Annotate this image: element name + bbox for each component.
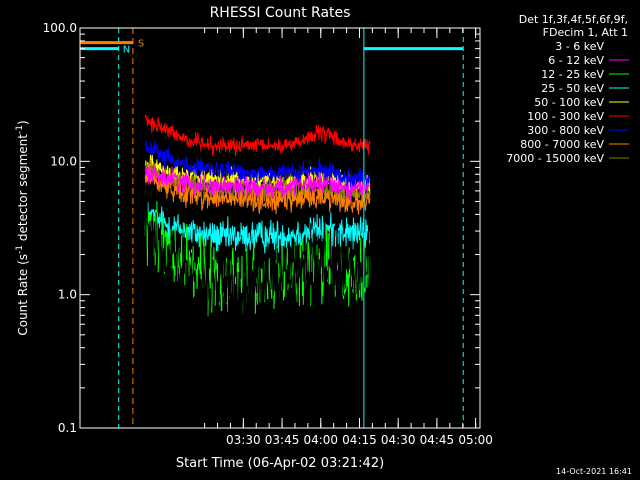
y-axis-label-sup1: -1 [15, 245, 25, 254]
y-axis: 0.1 1.0 10.0 100.0 [43, 21, 480, 435]
y-tick-label: 100.0 [43, 21, 77, 35]
series-layer [144, 114, 371, 334]
x-tick-label: 05:00 [458, 433, 493, 447]
legend-header-line-1: Det 1f,3f,4f,5f,6f,9f, [519, 13, 628, 26]
legend-label: 100 - 300 keV [527, 110, 604, 123]
y-tick-label: 10.0 [50, 154, 77, 168]
x-axis: 03:30 03:45 04:00 04:15 04:30 04:45 05:00 [204, 28, 493, 447]
y-tick-label: 1.0 [58, 288, 77, 302]
y-axis-label-sup2: -1 [15, 125, 25, 134]
x-tick-label: 04:30 [381, 433, 416, 447]
series-line [144, 114, 371, 157]
chart-title: RHESSI Count Rates [210, 5, 351, 21]
x-tick-label: 04:45 [420, 433, 455, 447]
y-tick-label: 0.1 [58, 421, 77, 435]
y-axis-label-end: ) [16, 120, 30, 125]
saa-label: S [138, 39, 144, 50]
footer-date: 14-Oct-2021 16:41 [556, 467, 632, 476]
x-tick-label: 04:15 [342, 433, 377, 447]
legend-header-line-2: FDecim 1, Att 1 [543, 26, 628, 39]
legend-label: 800 - 7000 keV [520, 138, 604, 151]
legend: Det 1f,3f,4f,5f,6f,9f, FDecim 1, Att 1 3… [506, 13, 629, 165]
x-axis-label: Start Time (06-Apr-02 03:21:42) [176, 456, 384, 471]
legend-label: 12 - 25 keV [541, 68, 604, 81]
series-line [144, 182, 371, 334]
night-label: N [123, 45, 130, 56]
y-axis-label-mid: detector segment [16, 134, 30, 245]
series-line [144, 140, 371, 188]
legend-label: 50 - 100 keV [534, 96, 604, 109]
legend-label: 7000 - 15000 keV [506, 152, 604, 165]
x-tick-label: 04:00 [303, 433, 338, 447]
legend-label: 25 - 50 keV [541, 82, 604, 95]
y-axis-label: Count Rate (s-1 detector segment-1) [15, 120, 30, 335]
y-axis-label-main: Count Rate (s [16, 254, 30, 336]
x-tick-label: 03:30 [226, 433, 261, 447]
plot-frame [79, 27, 481, 429]
legend-label: 6 - 12 keV [548, 54, 604, 67]
series-line [144, 162, 371, 203]
legend-label: 3 - 6 keV [555, 40, 604, 53]
x-tick-label: 03:45 [265, 433, 300, 447]
legend-label: 300 - 800 keV [527, 124, 604, 137]
